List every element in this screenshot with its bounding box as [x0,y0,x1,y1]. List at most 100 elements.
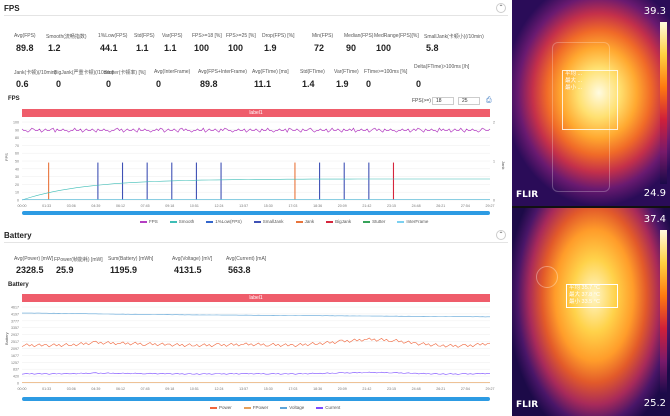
stat-label: FTime>=100ms [%] [364,69,408,75]
legend-swatch [316,406,324,409]
thermal-image-back: 平均 ... 最大 ... 最小 ... 39.3 24.9 FLIR [512,0,670,206]
legend-item[interactable]: FPS [140,219,158,224]
y-axis-label: FPS [4,153,9,161]
legend-label: SmallJank [262,219,284,224]
legend-item[interactable]: 1%Low(FPS) [206,219,242,224]
fps-series-bar: label1 [22,109,490,117]
stat-value: 89.8 [200,79,218,89]
legend-label: InterFrame [406,219,429,224]
stat-label: SmallJank(卡顿小)(/10min) [424,34,484,40]
legend-item[interactable]: Power [210,405,232,410]
stat-label: FPS>=25 [%] [226,33,256,39]
stat-value: 89.8 [16,43,34,53]
x-tick-label: 18:36 [313,204,322,208]
fps-threshold-input-a[interactable]: 18 [432,97,454,105]
x-tick-label: 06:12 [116,387,125,391]
y2-tick-label: 1 [493,160,495,164]
legend-label: Power [219,405,232,410]
scale-min: 25.2 [643,398,666,409]
x-tick-label: 10:51 [190,204,199,208]
legend-item[interactable]: Smooth [169,219,195,224]
stat-label: FPS>=18 [%] [192,33,222,39]
x-tick-label: 04:39 [91,204,100,208]
temperature-scale [660,22,667,184]
y-tick-label: 90 [15,128,19,132]
save-image-icon[interactable]: ⎙ [486,97,492,104]
battery-chart: 4617 4197 3777 3357 2937 2517 2097 1677 1257 837 4… [4,306,495,392]
stat-value: 0 [366,79,372,89]
legend-item[interactable]: Current [316,405,340,410]
fps-section-title: FPS [4,4,20,13]
legend-label: Voltage [289,405,305,410]
x-tick-label: 15:30 [264,204,273,208]
x-tick-label: 13:57 [239,387,248,391]
series-line-power [21,337,491,348]
stat-value: 0 [106,79,112,89]
y-tick-label: 2937 [11,333,19,337]
legend-item[interactable]: InterFrame [397,219,428,224]
x-tick-label: 07:45 [141,204,150,208]
legend-label: Current [325,405,341,410]
y2-axis-label: Jank [501,161,506,169]
legend-item[interactable]: BigJank [326,219,351,224]
stat-value: 11.1 [254,79,272,89]
legend-item[interactable]: SmallJank [253,219,284,224]
stat-value: 1195.9 [110,265,138,275]
x-tick-label: 27:54 [461,387,470,391]
x-tick-label: 01:33 [42,204,51,208]
battery-zoom-scrollbar[interactable] [22,397,490,401]
x-tick-label: 10:51 [190,387,199,391]
stat-label: Drop(FPS) [%] [262,33,295,39]
y-tick-label: 420 [13,375,19,379]
stat-label: Avg(FTime) [ms] [252,69,289,75]
legend-item[interactable]: Jank [295,219,314,224]
measure-min: 最小 ... [565,85,583,91]
stat-value: 1.1 [136,43,149,53]
x-tick-label: 09:18 [165,204,174,208]
fps-legend: FPS Smooth 1%Low(FPS) SmallJank Jank BigJank S… [140,219,428,224]
legend-label: Stutter [372,219,386,224]
x-tick-label: 29:27 [486,204,495,208]
x-tick-label: 17:03 [288,387,297,391]
x-tick-label: 03:06 [67,204,76,208]
x-tick-label: 18:36 [313,387,322,391]
legend-swatch [169,220,177,223]
battery-section-title: Battery [4,231,32,240]
legend-swatch [326,220,334,223]
stat-label: Std(FTime) [300,69,325,75]
flir-logo: FLIR [516,190,539,200]
stat-value: 0.6 [16,79,29,89]
fps-zoom-scrollbar[interactable] [22,211,490,215]
legend-item[interactable]: Voltage [280,405,304,410]
y-tick-label: 4617 [11,306,19,310]
thermal-images: 平均 ... 最大 ... 最小 ... 39.3 24.9 FLIR 平均 3… [512,0,670,416]
stat-value: 563.8 [228,265,251,275]
x-tick-label: 23:15 [387,387,396,391]
legend-label: Smooth [178,219,195,224]
stat-value: 1.1 [164,43,177,53]
collapse-icon[interactable]: ⌃ [496,3,506,13]
collapse-icon[interactable]: ⌃ [496,230,506,240]
stat-value: 100 [194,43,210,53]
stat-label: Avg(FPS) [14,33,36,39]
temperature-scale [660,230,667,394]
stat-label: 1%Low(FPS) [98,33,128,39]
x-tick-label: 21:42 [362,204,371,208]
legend-item[interactable]: FPower [243,405,268,410]
scale-max: 37.4 [643,214,666,225]
x-tick-label: 24:48 [412,204,421,208]
battery-section-header[interactable]: Battery ⌃ [4,229,508,243]
legend-item[interactable]: Stutter [363,219,385,224]
y-tick-label: 4197 [11,312,19,316]
stat-label: Smooth(流畅指数) [46,34,87,40]
legend-swatch [206,220,214,223]
stat-label: BigJank(严重卡顿)(/10min) [54,70,114,76]
stat-label: FPower(帧能耗) [mW] [54,257,103,263]
legend-label: FPS [149,219,158,224]
y-tick-label: 100 [13,121,19,125]
fps-section-header[interactable]: FPS ⌃ [4,2,508,16]
fps-threshold-input-b[interactable]: 25 [458,97,480,105]
fps-threshold-label: FPS(>=) [412,98,431,104]
y-tick-label: 1677 [11,354,19,358]
